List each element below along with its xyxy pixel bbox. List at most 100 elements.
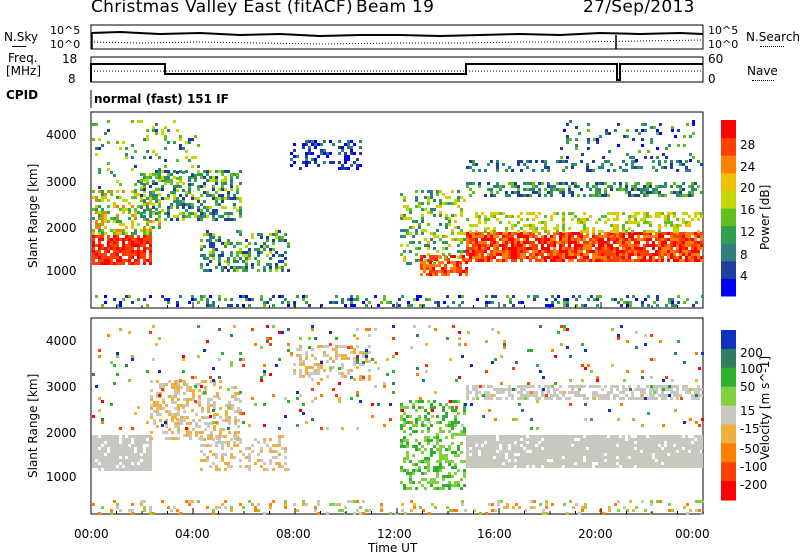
power-cell (107, 141, 110, 144)
power-cell (143, 262, 146, 265)
power-cell (146, 238, 149, 241)
power-cell (577, 244, 580, 247)
velocity-cell (493, 441, 496, 444)
power-cell (278, 230, 281, 233)
velocity-cell (589, 441, 592, 444)
velocity-cell (412, 472, 415, 475)
power-cell (197, 197, 200, 200)
velocity-cell (508, 438, 511, 441)
power-cell (574, 163, 577, 166)
velocity-cell (475, 394, 478, 397)
velocity-cell (487, 385, 490, 388)
velocity-cell (463, 427, 466, 430)
power-cell (587, 147, 590, 150)
velocity-cell (697, 459, 700, 462)
power-cell (526, 218, 529, 221)
power-cell (691, 194, 694, 197)
power-cell (622, 160, 625, 163)
power-cell (682, 247, 685, 250)
power-cell (694, 215, 697, 218)
velocity-cell (580, 435, 583, 438)
power-cell (595, 182, 598, 185)
power-cell (514, 182, 517, 185)
power-cell (637, 253, 640, 256)
velocity-cell (700, 465, 703, 468)
velocity-cell (559, 441, 562, 444)
velocity-cell (161, 388, 164, 391)
velocity-cell (197, 355, 200, 358)
power-cell (697, 230, 700, 233)
power-cell (143, 188, 146, 191)
velocity-cell (625, 444, 628, 447)
velocity-cell (511, 456, 514, 459)
velocity-cell (168, 380, 171, 383)
velocity-cell (661, 450, 664, 453)
power-cell (104, 262, 107, 265)
power-cell (601, 241, 604, 244)
velocity-cell (562, 453, 565, 456)
velocity-cell (619, 391, 622, 394)
velocity-cell (484, 459, 487, 462)
power-cell (565, 250, 568, 253)
velocity-cell (427, 463, 430, 466)
power-cell (152, 126, 155, 129)
power-cell (460, 208, 463, 211)
power-cell (215, 209, 218, 212)
velocity-cell (553, 438, 556, 441)
power-cell (182, 212, 185, 215)
power-cell (176, 129, 179, 132)
velocity-cell (101, 418, 104, 421)
velocity-cell (523, 441, 526, 444)
power-cell (478, 250, 481, 253)
power-cell (101, 196, 104, 199)
velocity-cell (547, 435, 550, 438)
velocity-cell (517, 397, 520, 400)
power-cell (107, 262, 110, 265)
power-cell (557, 301, 560, 304)
velocity-cell (454, 472, 457, 475)
power-cell (532, 256, 535, 259)
velocity-cell (110, 444, 113, 447)
power-cell (514, 185, 517, 188)
power-cell (481, 232, 484, 235)
power-cell (245, 257, 248, 260)
power-cell (423, 255, 426, 258)
power-cell (218, 194, 221, 197)
power-cell (679, 253, 682, 256)
power-cell (149, 235, 152, 238)
power-cell (664, 232, 667, 235)
power-cell (679, 191, 682, 194)
power-cell (221, 251, 224, 254)
power-cell (484, 259, 487, 262)
velocity-cell (613, 462, 616, 465)
power-cell (426, 267, 429, 270)
power-cell (520, 227, 523, 230)
power-cell (152, 220, 155, 223)
power-cell (359, 140, 362, 143)
power-cell (179, 144, 182, 147)
velocity-cell (500, 500, 503, 503)
power-cell (101, 259, 104, 262)
velocity-cell (673, 385, 676, 388)
power-cell (568, 253, 571, 256)
power-cell (679, 238, 682, 241)
velocity-cell (547, 450, 550, 453)
power-cell (146, 229, 149, 232)
power-cell (688, 253, 691, 256)
power-cell (450, 255, 453, 258)
velocity-cell (652, 397, 655, 400)
power-cell (134, 214, 137, 217)
power-cell (673, 191, 676, 194)
power-cell (143, 241, 146, 244)
power-cell (550, 185, 553, 188)
power-cell (625, 250, 628, 253)
velocity-cell (619, 450, 622, 453)
power-cell (197, 209, 200, 212)
power-cell (203, 182, 206, 185)
power-cell (206, 233, 209, 236)
power-cell (128, 211, 131, 214)
power-cell (571, 256, 574, 259)
velocity-cell (119, 453, 122, 456)
power-cell (233, 245, 236, 248)
power-cell (655, 259, 658, 262)
